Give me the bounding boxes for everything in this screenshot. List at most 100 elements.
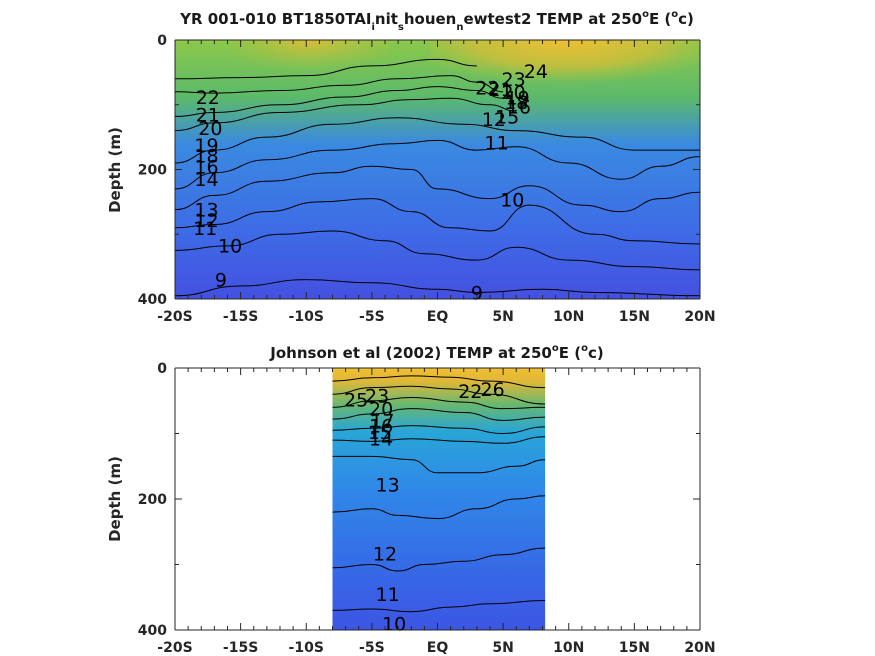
- contour-line: [174, 139, 701, 190]
- contour-label: 10: [382, 614, 406, 636]
- contour-line: [174, 117, 700, 164]
- contour-line: [174, 279, 701, 297]
- contour-label: 10: [500, 189, 524, 211]
- contour-label: 12: [194, 210, 218, 232]
- contour-label: 10: [218, 235, 242, 257]
- title-part: houen: [404, 10, 457, 28]
- panel-1-title: YR 001-010 BT1850TAIinitshouennewtest2 T…: [179, 9, 694, 33]
- title-part: o: [671, 9, 678, 20]
- panel-2-field: [332, 368, 546, 630]
- panel-2-axes: -20S -15S -10S -5S EQ 5N 10N 15N 20N 0 200 400: [138, 361, 716, 656]
- title-part: o: [642, 9, 649, 20]
- contour-label: 21: [488, 79, 512, 101]
- contour-label: 20: [198, 118, 222, 140]
- contour-line: [332, 425, 546, 435]
- contour-line: [332, 375, 546, 389]
- y-tick-label: 400: [138, 623, 167, 639]
- contour-label: 26: [481, 379, 505, 401]
- contour-label: 13: [194, 200, 218, 222]
- x-tick-label: -5S: [359, 640, 385, 656]
- title-part: c): [588, 344, 604, 362]
- contour-line: [174, 230, 701, 271]
- contour-label: 22: [475, 77, 499, 99]
- x-tick-label: 10N: [553, 309, 584, 325]
- title-part: YR 001-010 BT1850TAI: [179, 10, 371, 28]
- contour-label: 13: [376, 475, 400, 497]
- contour-label: 20: [369, 399, 393, 421]
- x-tick-label: -10S: [289, 309, 324, 325]
- x-tick-label: -10S: [289, 640, 324, 656]
- title-part: Johnson et al (2002) TEMP at 250: [269, 344, 552, 362]
- x-tick-label: -15S: [223, 309, 258, 325]
- contour-label: 19: [194, 135, 218, 157]
- contour-label: 19: [506, 88, 530, 110]
- contour-line: [174, 58, 477, 80]
- contour-label: 11: [485, 132, 509, 154]
- panel-2: Johnson et al (2002) TEMP at 250oE (oc) …: [106, 343, 716, 656]
- y-tick-label: 200: [138, 492, 167, 508]
- contour-label: 22: [458, 381, 482, 403]
- contour-label: 14: [369, 429, 393, 451]
- contour-label: 12: [482, 109, 506, 131]
- title-part: ewtest2 TEMP at 250: [463, 10, 642, 28]
- contour-label: 25: [344, 389, 368, 411]
- panel-1-ylabel: Depth (m): [106, 127, 124, 213]
- title-part: o: [552, 343, 559, 354]
- x-tick-label: -15S: [223, 640, 258, 656]
- contour-label: 17: [370, 410, 394, 432]
- contour-line: [332, 495, 546, 520]
- panel-1-contour-labels: 2221201918161413121110924232221201918161…: [193, 61, 548, 304]
- title-part: s: [398, 22, 404, 33]
- title-part: E (: [559, 344, 581, 362]
- x-tick-label: -5S: [359, 309, 385, 325]
- contour-line: [332, 436, 546, 444]
- contour-label: 11: [376, 584, 400, 606]
- contour-line: [174, 86, 504, 117]
- x-tick-label: 5N: [492, 640, 513, 656]
- x-tick-label: -20S: [157, 309, 192, 325]
- contour-line: [332, 455, 546, 474]
- title-part: c): [678, 10, 694, 28]
- y-tick-label: 200: [138, 163, 167, 179]
- contour-label: 18: [504, 92, 528, 114]
- contour-label: 22: [196, 87, 220, 109]
- x-tick-label: 20N: [684, 640, 715, 656]
- panel-2-ylabel: Depth (m): [106, 456, 124, 542]
- contour-label: 16: [194, 156, 218, 178]
- contour-label: 9: [215, 270, 227, 292]
- contour-line: [332, 408, 546, 421]
- title-part: nit: [375, 10, 398, 28]
- contour-label: 16: [369, 416, 393, 438]
- contour-label: 11: [193, 218, 217, 240]
- x-tick-label: EQ: [427, 309, 449, 325]
- x-tick-label: 15N: [619, 309, 650, 325]
- contour-line: [332, 547, 546, 572]
- panel-2-title: Johnson et al (2002) TEMP at 250oE (oc): [269, 343, 603, 362]
- contour-line: [332, 396, 546, 410]
- title-part: o: [581, 343, 588, 354]
- panel-2-contours: [332, 375, 546, 613]
- contour-label: 15: [368, 422, 392, 444]
- contour-label: 9: [471, 283, 483, 305]
- contour-label: 21: [196, 105, 220, 127]
- y-tick-label: 0: [157, 33, 167, 49]
- x-tick-label: 15N: [619, 640, 650, 656]
- panel-1: YR 001-010 BT1850TAIinitshouennewtest2 T…: [106, 9, 716, 325]
- title-part: i: [371, 22, 374, 33]
- panel-1-warm-region-west: [230, 40, 390, 95]
- y-tick-label: 400: [138, 292, 167, 308]
- contour-label: 18: [194, 145, 218, 167]
- contour-line: [174, 97, 517, 132]
- x-tick-label: EQ: [427, 640, 449, 656]
- contour-label: 23: [365, 386, 389, 408]
- contour-label: 23: [502, 69, 526, 91]
- contour-label: 16: [507, 97, 531, 119]
- panel-1-warm-region: [430, 40, 700, 115]
- contour-label: 15: [495, 106, 519, 128]
- x-tick-label: 10N: [553, 640, 584, 656]
- contour-line: [174, 198, 701, 245]
- contour-label: 24: [524, 61, 548, 83]
- y-tick-label: 0: [157, 361, 167, 377]
